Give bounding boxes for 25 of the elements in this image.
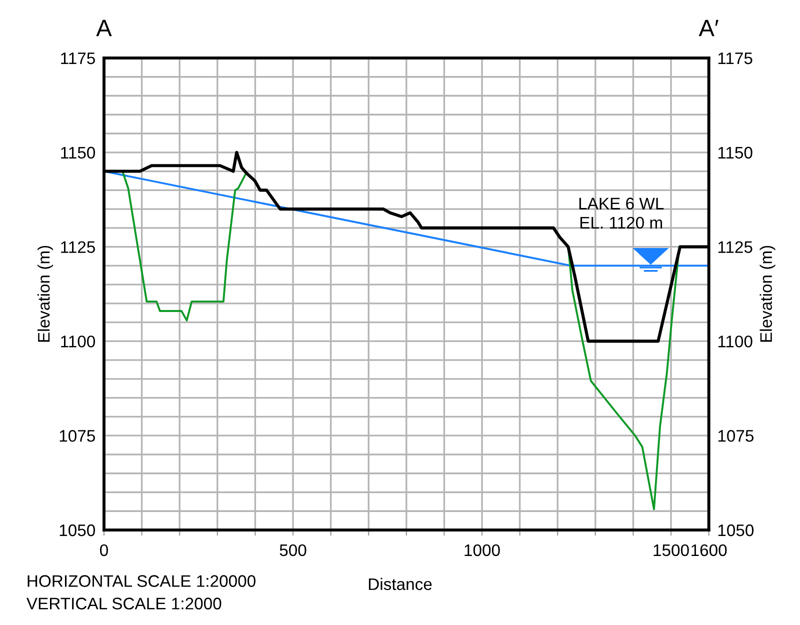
y2-tick-label: 1150 [718, 146, 752, 159]
text: A [96, 20, 112, 36]
x-tick-label: 1500 [654, 544, 689, 556]
text: HORIZONTAL SCALE 1:20000 [28, 575, 256, 587]
text: A′ [698, 20, 718, 36]
annotation: LAKE 6 WL EL. 1120 m [579, 198, 664, 229]
text: VERTICAL SCALE 1:2000 [26, 598, 222, 610]
y-tick-label: 1050 [60, 524, 96, 536]
x-tick-label: 500 [280, 544, 306, 556]
y2-tick-label: 1050 [718, 524, 754, 536]
x-axis-title: Distance [368, 578, 432, 590]
y-tick-label: 1100 [61, 336, 96, 348]
x-tick-label: 0 [100, 544, 108, 556]
y-tick-label: 1125 [61, 241, 95, 254]
y2-tick-label: 1100 [718, 336, 752, 348]
y-tick-label: 1175 [61, 52, 95, 64]
y2-tick-label: 1075 [718, 430, 754, 442]
y2-tick-label: 1175 [718, 52, 752, 64]
x-tick-label: 1000 [464, 544, 500, 556]
y-tick-label: 1150 [61, 146, 96, 159]
y-tick-label: 1075 [60, 430, 95, 442]
y2-tick-label: 1125 [718, 241, 752, 254]
y-axis-title: Elevation (m) [38, 246, 54, 342]
x-tick-label: 1600 [692, 544, 727, 556]
y2-axis-title: Elevation (m) [760, 246, 776, 342]
